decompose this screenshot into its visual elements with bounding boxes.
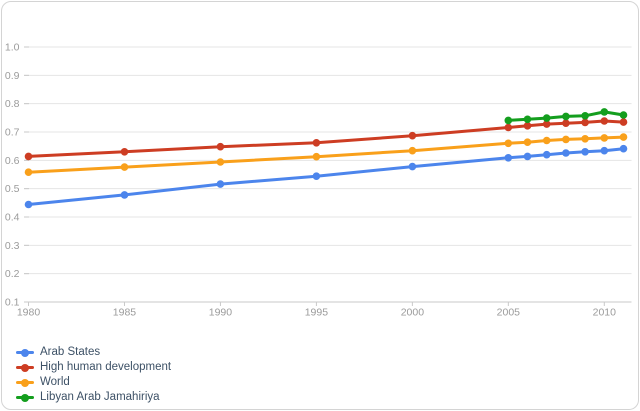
grid-lines: [24, 46, 632, 303]
data-point: [523, 122, 532, 130]
x-tick-label: 1980: [17, 307, 41, 319]
legend-label: Libyan Arab Jamahiriya: [40, 391, 160, 403]
data-point: [562, 112, 570, 121]
data-point: [312, 172, 321, 180]
series-world: [24, 133, 628, 176]
x-tick-label: 2010: [593, 307, 617, 319]
data-point: [504, 123, 513, 132]
data-point: [24, 168, 33, 176]
legend-item-arab-states[interactable]: Arab States: [16, 345, 171, 360]
y-tick-label: 0.9: [5, 70, 20, 82]
x-axis: 1980 1985 1990 1995 2000 2005 2010: [17, 302, 616, 319]
data-point: [619, 118, 628, 126]
series-line: [27, 119, 625, 158]
y-tick-label: 0.3: [5, 240, 20, 252]
data-point: [408, 162, 417, 171]
legend-item-world[interactable]: World: [16, 375, 171, 390]
data-point: [24, 152, 33, 161]
y-tick-label: 0.5: [5, 183, 20, 195]
data-point: [542, 136, 551, 145]
data-point: [542, 150, 551, 159]
legend: Arab States High human development World…: [16, 345, 171, 405]
data-point: [562, 149, 570, 157]
series-marker-world: [16, 378, 34, 387]
y-tick-label: 0.1: [5, 297, 20, 309]
y-tick-label: 0.7: [5, 127, 20, 139]
y-tick-label: 0.4: [5, 212, 20, 224]
legend-label: High human development: [40, 361, 172, 373]
legend-label: World: [40, 376, 70, 388]
series-libyan-arab-jamahiriya: [504, 108, 628, 125]
data-point: [523, 152, 532, 161]
y-tick-label: 0.6: [5, 155, 20, 167]
data-point: [504, 116, 513, 125]
x-tick-label: 2000: [401, 307, 425, 319]
legend-label: Arab States: [40, 346, 101, 358]
legend-item-libyan-arab-jamahiriya[interactable]: Libyan Arab Jamahiriya: [16, 390, 171, 405]
data-point: [542, 114, 551, 122]
x-tick-label: 2005: [497, 307, 521, 319]
series-marker-high-human-development: [16, 363, 34, 372]
x-tick-label: 1995: [305, 307, 329, 319]
data-point: [600, 134, 609, 142]
data-point: [120, 148, 129, 156]
y-tick-label: 1.0: [5, 42, 20, 54]
data-point: [408, 146, 417, 155]
x-tick-label: 1985: [113, 307, 137, 319]
data-point: [216, 142, 225, 151]
data-point: [581, 112, 589, 120]
y-axis-labels: 1.0 0.9 0.8 0.7 0.6 0.5 0.4 0.3 0.2 0.1: [5, 42, 20, 309]
data-point: [600, 146, 609, 155]
data-point: [24, 200, 33, 209]
data-point: [581, 135, 589, 143]
data-point: [312, 139, 321, 147]
data-point: [312, 152, 321, 161]
series-marker-libyan-arab-jamahiriya: [16, 393, 34, 402]
data-point: [581, 148, 589, 156]
data-point: [504, 154, 513, 162]
series-high-human-development: [24, 117, 628, 161]
data-point: [562, 135, 570, 144]
data-point: [120, 191, 129, 199]
legend-item-high-human-development[interactable]: High human development: [16, 360, 171, 375]
data-point: [619, 111, 628, 119]
data-point: [216, 158, 225, 166]
data-point: [504, 139, 513, 148]
data-point: [619, 144, 628, 153]
data-point: [562, 119, 570, 127]
x-tick-label: 1990: [209, 307, 233, 319]
data-point: [120, 163, 129, 171]
series-marker-arab-states: [16, 348, 34, 357]
data-point: [581, 118, 589, 127]
data-point: [600, 108, 609, 116]
data-point: [542, 120, 551, 128]
data-point: [619, 133, 628, 141]
data-point: [523, 115, 532, 124]
data-point: [523, 138, 532, 146]
y-tick-label: 0.2: [5, 268, 20, 280]
series-arab-states: [24, 144, 628, 209]
data-point: [408, 131, 417, 140]
data-point: [216, 180, 225, 188]
y-tick-label: 0.8: [5, 98, 20, 110]
data-point: [600, 117, 609, 125]
